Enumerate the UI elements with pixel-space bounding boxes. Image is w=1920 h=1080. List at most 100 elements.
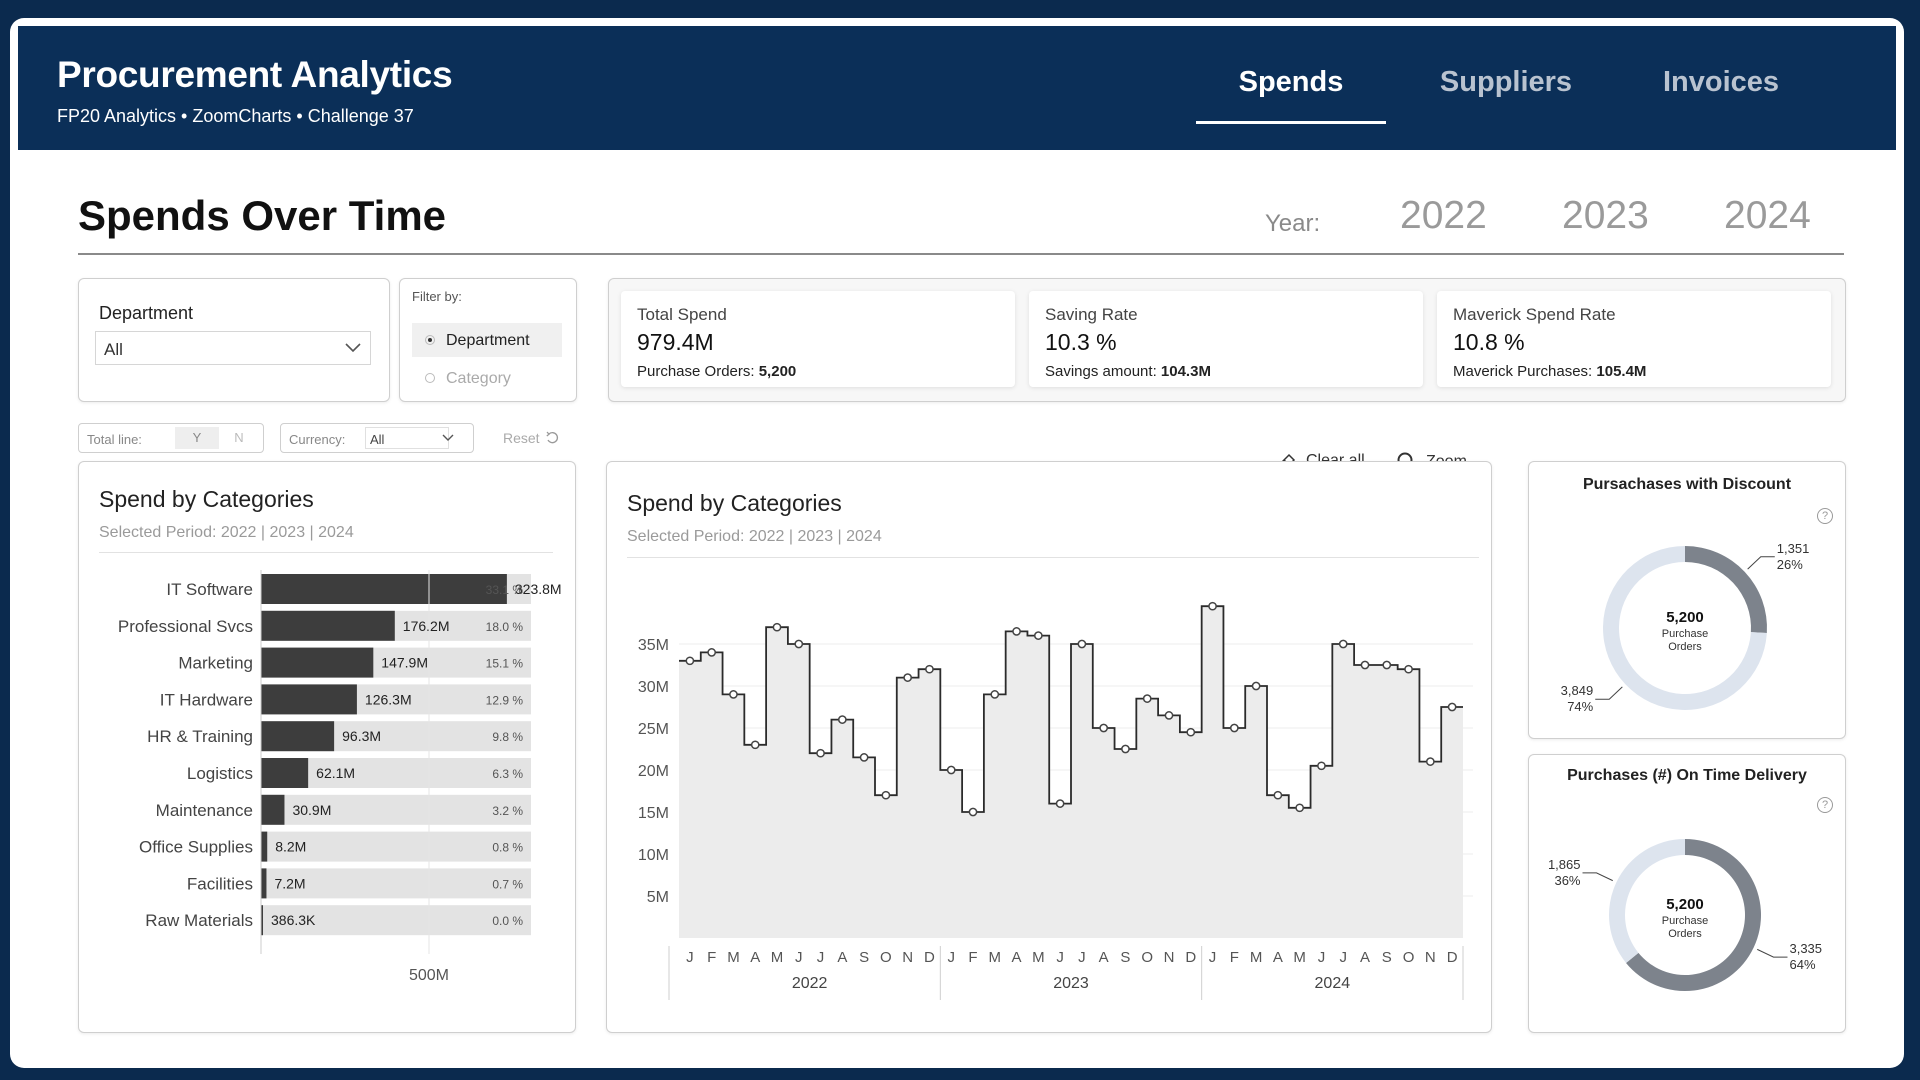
donut-leader-line xyxy=(1595,686,1623,700)
line-x-month-label: S xyxy=(1382,949,1392,966)
line-x-month-label: O xyxy=(1403,949,1415,966)
donut-center-label: Orders xyxy=(1668,641,1702,653)
line-point xyxy=(1077,639,1087,649)
tab-spends[interactable]: Spends xyxy=(1238,66,1344,98)
kpi-sub-value: 104.3M xyxy=(1160,363,1211,380)
line-x-month-label: J xyxy=(795,949,803,966)
line-y-tick-label: 30M xyxy=(638,679,669,696)
line-chart-card: Spend by Categories Selected Period: 202… xyxy=(606,461,1492,1033)
reset-label: Reset xyxy=(503,430,540,446)
year-option-2024[interactable]: 2024 xyxy=(1724,194,1811,237)
line-point xyxy=(1404,664,1413,674)
line-x-month-label: J xyxy=(1209,949,1217,966)
currency-label: Currency: xyxy=(289,432,346,447)
line-point xyxy=(1295,803,1305,813)
line-point xyxy=(750,740,760,750)
bar-track xyxy=(261,831,531,862)
donut-slice xyxy=(1685,546,1767,634)
bar xyxy=(261,721,335,752)
bar-share-label: 3.2 % xyxy=(492,804,523,818)
line-point xyxy=(1360,660,1370,670)
bar xyxy=(261,574,507,604)
help-icon[interactable]: ? xyxy=(1817,797,1833,813)
donut-center-value: 5,200 xyxy=(1666,896,1704,913)
total-line-yes[interactable]: Y xyxy=(175,427,219,449)
help-icon[interactable]: ? xyxy=(1817,508,1833,524)
line-x-month-label: M xyxy=(1293,949,1306,966)
line-point xyxy=(816,748,825,758)
bar-value-label: 96.3M xyxy=(342,728,381,744)
bar-category-label: IT Software xyxy=(166,580,253,599)
line-point xyxy=(1055,799,1065,808)
bar-category-label: Facilities xyxy=(187,874,253,893)
line-point xyxy=(685,656,695,666)
donut-center-label: Purchase xyxy=(1662,628,1708,640)
line-point xyxy=(1164,711,1174,720)
donut-title: Pursachases with Discount xyxy=(1582,476,1792,493)
bar-value-label: 126.3M xyxy=(365,691,412,707)
line-x-month-label: M xyxy=(1032,949,1045,966)
line-y-tick-label: 35M xyxy=(638,637,669,654)
line-x-month-label: F xyxy=(707,949,716,966)
currency-value: All xyxy=(365,427,449,449)
line-x-month-label: M xyxy=(771,949,784,966)
filter-option-department[interactable]: Department xyxy=(412,323,562,357)
line-x-year-label: 2023 xyxy=(1053,975,1089,992)
bar-category-label: Maintenance xyxy=(156,801,253,820)
bar-value-label: 147.9M xyxy=(381,655,428,671)
bar-category-label: Logistics xyxy=(187,764,253,783)
line-x-month-label: S xyxy=(1120,949,1130,966)
kpi-sub-value: 105.4M xyxy=(1596,363,1647,380)
line-x-month-label: J xyxy=(817,949,825,966)
line-x-month-label: D xyxy=(924,949,935,966)
donut-title: Purchases (#) On Time Delivery xyxy=(1567,767,1807,784)
bar-value-label: 30.9M xyxy=(292,802,331,818)
line-point xyxy=(1425,757,1435,766)
filter-option-category[interactable]: Category xyxy=(412,361,562,395)
kpi-maverick-spend-rate: Maverick Spend Rate 10.8 % Maverick Purc… xyxy=(1437,291,1831,387)
line-x-month-label: O xyxy=(1141,949,1153,966)
line-x-month-label: J xyxy=(1056,949,1064,966)
year-option-2023[interactable]: 2023 xyxy=(1562,194,1649,237)
donut-slice xyxy=(1626,839,1761,991)
bar-value-label: 62.1M xyxy=(316,765,355,781)
line-point xyxy=(794,639,804,649)
bar-chart-period: Selected Period: 2022 | 2023 | 2024 xyxy=(99,524,354,541)
line-point xyxy=(859,753,869,762)
kpi-label: Maverick Spend Rate xyxy=(1453,305,1616,324)
line-point xyxy=(1229,723,1239,733)
line-point xyxy=(1121,744,1130,754)
line-x-month-label: A xyxy=(1273,949,1283,966)
line-x-month-label: N xyxy=(1164,949,1175,966)
donut-slice-value: 1,351 xyxy=(1777,541,1810,556)
line-x-month-label: F xyxy=(1230,949,1239,966)
filter-by-panel: Filter by: Department Category xyxy=(399,278,577,402)
kpi-value: 979.4M xyxy=(637,329,714,355)
bar xyxy=(261,647,374,678)
donut-leader-line xyxy=(1747,556,1775,570)
line-point xyxy=(729,690,738,699)
currency-selector[interactable]: Currency: All xyxy=(280,423,474,453)
line-x-month-label: J xyxy=(686,949,694,966)
line-point xyxy=(881,790,891,800)
kpi-value: 10.8 % xyxy=(1453,329,1525,355)
reset-button[interactable]: Reset xyxy=(503,430,559,446)
year-option-2022[interactable]: 2022 xyxy=(1400,194,1487,237)
bar-value-label: 7.2M xyxy=(274,875,305,891)
tab-suppliers[interactable]: Suppliers xyxy=(1439,66,1573,98)
line-point xyxy=(1382,660,1392,670)
donut-center-value: 5,200 xyxy=(1666,609,1704,626)
line-x-month-label: A xyxy=(750,949,760,966)
bar-share-label: 6.3 % xyxy=(492,767,523,781)
line-x-month-label: A xyxy=(837,949,847,966)
line-point xyxy=(1099,723,1109,733)
line-x-month-label: J xyxy=(1318,949,1326,966)
line-point xyxy=(1338,639,1348,649)
department-dropdown[interactable]: All xyxy=(95,331,371,365)
bar-track xyxy=(261,794,531,825)
total-line-no[interactable]: N xyxy=(234,430,244,445)
line-chart-divider xyxy=(627,557,1479,558)
line-point xyxy=(1012,627,1021,636)
tab-invoices[interactable]: Invoices xyxy=(1662,66,1780,98)
